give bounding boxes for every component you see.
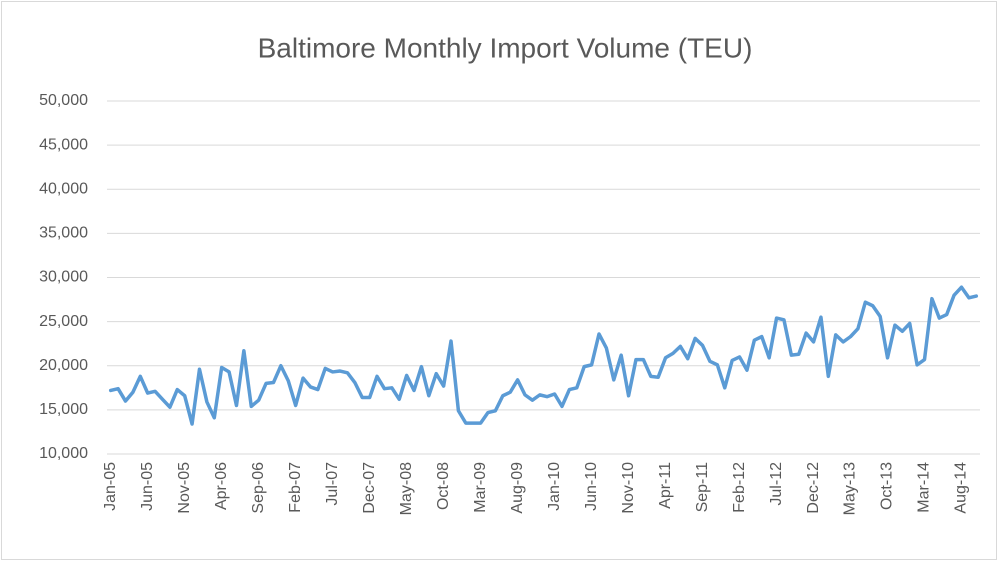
x-tick-label: Dec-07 [361, 462, 378, 514]
x-tick-label: Feb-12 [731, 462, 748, 513]
x-tick-label: Feb-07 [287, 462, 304, 513]
x-tick-label: May-08 [398, 462, 415, 515]
x-tick-label: Oct-08 [435, 462, 452, 510]
y-tick-label: 50,000 [39, 92, 88, 109]
y-tick-label: 20,000 [39, 357, 88, 374]
chart-title: Baltimore Monthly Import Volume (TEU) [258, 32, 753, 63]
y-tick-label: 30,000 [39, 269, 88, 286]
x-tick-label: Oct-13 [879, 462, 896, 510]
x-tick-label: Dec-12 [805, 462, 822, 514]
x-tick-label: May-13 [842, 462, 859, 515]
x-tick-label: Sep-06 [250, 462, 267, 514]
data-line [108, 285, 979, 426]
x-tick-label: Aug-09 [509, 462, 526, 514]
x-tick-label: Mar-14 [916, 462, 933, 513]
y-tick-label: 25,000 [39, 313, 88, 330]
y-tick-label: 45,000 [39, 136, 88, 153]
x-tick-label: Jul-12 [768, 462, 785, 506]
y-tick-label: 40,000 [39, 180, 88, 197]
x-tick-label: Apr-11 [657, 462, 674, 509]
x-tick-label: Aug-14 [953, 462, 970, 514]
y-tick-label: 35,000 [39, 225, 88, 242]
x-tick-label: Jun-05 [139, 462, 156, 511]
x-tick-label: Nov-10 [620, 462, 637, 514]
y-tick-label: 15,000 [39, 401, 88, 418]
x-tick-label: Jun-10 [583, 462, 600, 511]
x-tick-label: Sep-11 [694, 462, 711, 513]
x-tick-label: Nov-05 [176, 462, 193, 514]
x-tick-label: Mar-09 [472, 462, 489, 513]
x-tick-label: Jul-07 [324, 462, 341, 506]
x-tick-label: Jan-10 [546, 462, 563, 511]
x-tick-label: Jan-05 [102, 462, 119, 511]
x-tick-label: Apr-06 [213, 462, 230, 510]
y-tick-label: 10,000 [39, 445, 88, 462]
